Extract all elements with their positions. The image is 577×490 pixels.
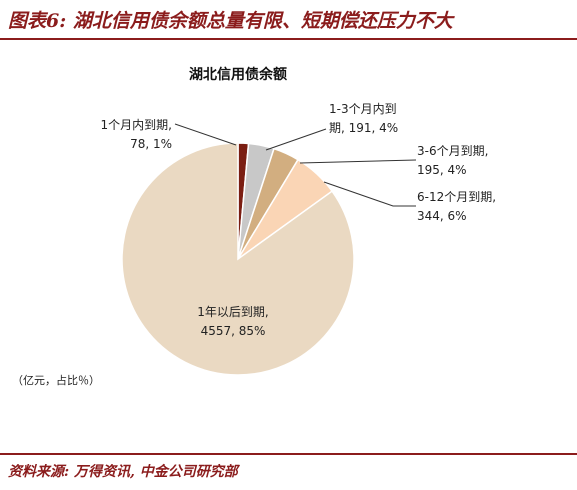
source-divider [0,453,577,455]
slice-label-3-line-1: 3-6个月到期, [417,144,488,158]
leader-line-3 [299,159,417,164]
unit-note: （亿元，占比％） [12,373,100,387]
chart-title: 湖北信用债余额 [189,66,287,83]
slice-label-4-line-2: 344, 6% [417,209,467,223]
pie-slice-5 [121,142,355,376]
leader-line-4 [323,181,416,207]
slice-label-5-line-2: 4557, 85% [201,324,266,338]
slice-label-2-line-2: 期, 191, 4% [329,121,398,135]
slice-label-3-line-2: 195, 4% [417,163,467,177]
slice-label-2-line-1: 1-3个月内到 [329,102,397,116]
figure-title: 图表6: 湖北信用债余额总量有限、短期偿还压力不大 [8,10,453,32]
title-divider [0,38,577,40]
slice-label-1-line-2: 78, 1% [130,137,172,151]
slice-label-5-line-1: 1年以后到期, [197,305,268,319]
leader-line-2 [265,128,327,151]
leader-line-1 [174,123,237,146]
slice-label-4-line-1: 6-12个月到期, [417,190,496,204]
source-note: 资料来源: 万得资讯, 中金公司研究部 [8,464,238,480]
slice-label-1-line-1: 1个月内到期, [101,118,172,132]
